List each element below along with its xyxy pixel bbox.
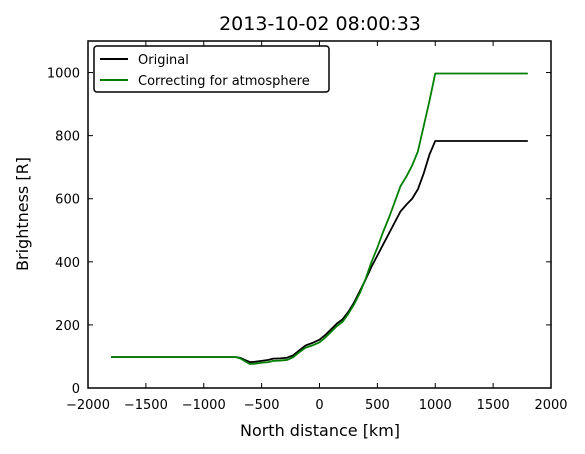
x-tick-label: 1000 [419,398,452,413]
x-tick-label: −500 [244,398,280,413]
series-line-1 [111,72,528,365]
x-tick-label: 2000 [534,398,567,413]
legend-label-0: Original [138,53,189,68]
series-group [111,72,528,365]
x-tick-label: −1500 [124,398,168,413]
x-tick-label: 500 [365,398,390,413]
y-tick-label: 800 [55,130,80,145]
x-tick-label: 1500 [477,398,510,413]
x-tick-label: −2000 [66,398,110,413]
ticks-group: −2000 −1500 −1000 −500 0 500 1000 1500 2000 0 200 4… [47,41,568,413]
y-tick-label: 400 [55,256,80,271]
x-tick-label: −1000 [182,398,226,413]
x-tick-label: 0 [315,398,323,413]
y-tick-label: 200 [55,319,80,334]
legend-box [93,45,330,93]
y-tick-label: 1000 [47,67,80,82]
plot-frame [87,40,552,389]
y-tick-label: 0 [72,382,80,397]
y-tick-label: 600 [55,193,80,208]
chart-title: 2013-10-02 08:00:33 [219,13,421,35]
legend: Original Correcting for atmosphere [93,45,330,93]
legend-label-1: Correcting for atmosphere [138,74,310,89]
x-axis-label: North distance [km] [240,421,400,440]
series-line-0 [111,140,528,364]
y-axis-label: Brightness [R] [13,157,32,271]
